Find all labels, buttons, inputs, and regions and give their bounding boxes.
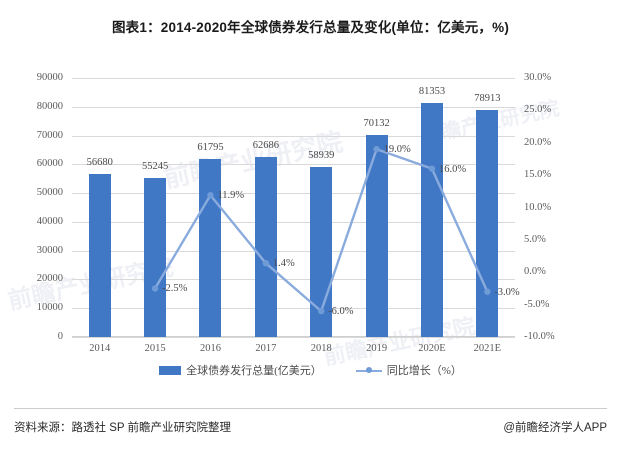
gridline — [72, 279, 515, 281]
legend-label-total: 全球债券发行总量(亿美元） — [186, 365, 322, 377]
x-axis-tick-2015: 2015 — [144, 343, 166, 354]
bar-2017[interactable] — [254, 156, 277, 337]
y-axis-left-tick: 50000 — [36, 187, 63, 199]
growth-line-series — [151, 146, 491, 315]
growth-value-label: 19.0% — [383, 144, 411, 156]
bar-value-label: 78913 — [474, 92, 501, 104]
y-axis-right-tick: 20.0% — [524, 136, 552, 148]
y-axis-right-tick: 15.0% — [524, 169, 552, 181]
growth-point-2020E[interactable] — [428, 165, 436, 172]
bar-2020E[interactable] — [420, 102, 443, 337]
x-axis-tick-2017: 2017 — [255, 343, 277, 354]
growth-value-label: 16.0% — [438, 163, 467, 175]
x-axis-line — [72, 336, 515, 337]
y-axis-left-tick: 70000 — [36, 129, 63, 141]
y-axis-left-tick: 90000 — [36, 72, 63, 83]
growth-point-2017[interactable] — [262, 259, 270, 267]
y-axis-left-tick: 10000 — [36, 302, 63, 314]
y-axis-left-tick: 80000 — [36, 100, 63, 112]
growth-value-label: -3.0% — [494, 286, 520, 298]
bar-2014[interactable] — [88, 173, 111, 337]
x-axis-tick-2016: 2016 — [199, 343, 221, 354]
growth-point-2015[interactable] — [151, 285, 159, 292]
y-axis-right-tick: 25.0% — [524, 104, 552, 116]
x-axis-tick-2019: 2019 — [366, 343, 388, 354]
legend-item-total[interactable]: 全球债券发行总量(亿美元） — [159, 362, 322, 378]
y-axis-right-tick: -10.0% — [524, 331, 555, 342]
x-axis-tick-2014: 2014 — [89, 343, 111, 354]
gridline — [72, 106, 515, 108]
growth-value-label: 1.4% — [272, 258, 295, 270]
bar-value-label: 58939 — [308, 150, 335, 162]
gridline — [72, 164, 515, 166]
brand-text: @前瞻经济学人APP — [503, 422, 607, 434]
gridline — [72, 193, 515, 195]
x-axis-tick-2018: 2018 — [310, 343, 332, 354]
growth-point-2018[interactable] — [317, 307, 325, 315]
y-axis-left-tick: 30000 — [36, 244, 63, 256]
bar-value-label: 55245 — [141, 161, 169, 173]
y-axis-right-tick: -5.0% — [524, 298, 550, 310]
gridline — [72, 78, 515, 79]
y-axis-right-tick: 5.0% — [524, 233, 546, 245]
y-axis-right-tick: 10.0% — [524, 201, 552, 213]
legend-item-growth[interactable]: 同比增长（%） — [355, 362, 462, 378]
chart-canvas: 前瞻产业研究院 前瞻产业研究院 前瞻产业研究院 前瞻产业研究院 01000020… — [0, 48, 621, 369]
chart-legend: 全球债券发行总量(亿美元） 同比增长（%） — [0, 362, 621, 378]
x-axis-tick-2021E: 2021E — [473, 343, 502, 354]
legend-bar-swatch-icon — [159, 365, 182, 375]
legend-line-swatch-icon — [355, 366, 382, 375]
bar-2019[interactable] — [365, 135, 388, 337]
y-axis-left-tick: 40000 — [36, 215, 63, 227]
y-axis-right-tick: 0.0% — [524, 266, 546, 278]
bar-2015[interactable] — [144, 178, 167, 337]
gridline — [72, 308, 515, 310]
y-axis-left-tick: 0 — [57, 331, 63, 342]
footer-divider — [14, 408, 607, 409]
page-title: 图表1：2014-2020年全球债券发行总量及变化(单位：亿美元，%) — [111, 20, 510, 35]
bar-value-label: 62686 — [252, 139, 279, 151]
growth-line-path — [153, 148, 489, 313]
growth-value-label: 11.9% — [217, 190, 245, 202]
gridline — [72, 250, 515, 252]
bar-value-label: 61795 — [197, 142, 224, 154]
gridline — [72, 221, 515, 223]
gridline — [72, 337, 515, 338]
growth-value-label: -2.5% — [162, 283, 188, 295]
x-axis-tick-2020E: 2020E — [418, 343, 446, 354]
y-axis-left-tick: 20000 — [36, 273, 63, 285]
growth-point-2016[interactable] — [207, 191, 214, 199]
growth-point-2019[interactable] — [373, 146, 380, 153]
bar-value-label: 81353 — [418, 85, 446, 97]
growth-value-label: -6.0% — [328, 306, 354, 318]
source-text: 资料来源：路透社 SP 前瞻产业研究院整理 — [14, 422, 232, 434]
gridline — [72, 135, 515, 137]
legend-label-growth: 同比增长（%） — [386, 365, 462, 377]
y-axis-right-tick: 30.0% — [524, 72, 552, 83]
y-axis-left-tick: 60000 — [36, 158, 63, 170]
bar-value-label: 70132 — [363, 118, 390, 130]
bar-value-label: 56680 — [86, 156, 113, 168]
growth-point-2021E[interactable] — [484, 288, 491, 295]
footer: 资料来源：路透社 SP 前瞻产业研究院整理 @前瞻经济学人APP — [14, 419, 607, 435]
